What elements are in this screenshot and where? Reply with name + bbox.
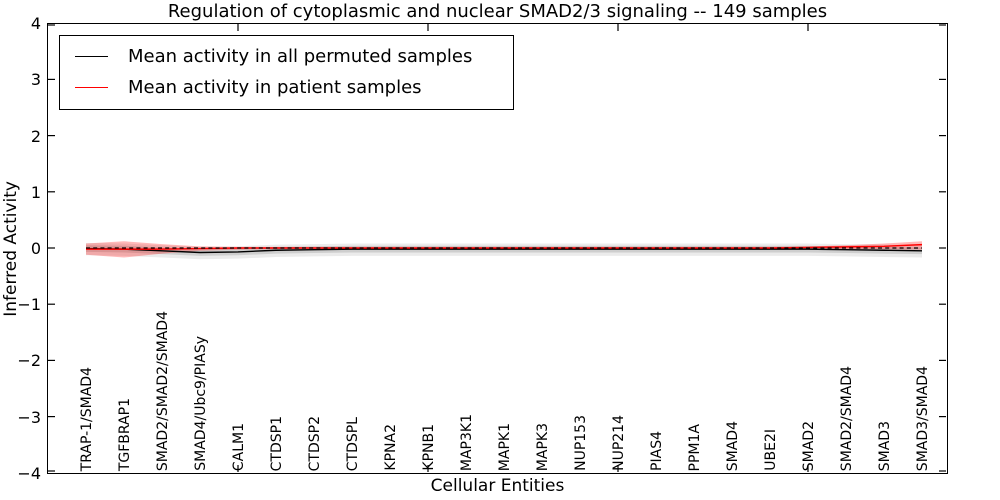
x-category-label: SMAD4/Ubc9/PIASy — [193, 336, 209, 471]
legend-line-permuted-icon — [75, 56, 108, 57]
y-tick-label: 0 — [30, 239, 41, 258]
x-category-label: MAPK1 — [497, 422, 513, 471]
band-patient-std — [86, 241, 922, 258]
x-category-label: SMAD2/SMAD4 — [839, 365, 855, 471]
band-permuted-std-outer — [86, 242, 922, 260]
legend-label-patient: Mean activity in patient samples — [128, 77, 422, 98]
x-axis-label: Cellular Entities — [430, 476, 565, 496]
series-line-0 — [85, 247, 923, 254]
x-category-label: PPM1A — [687, 423, 703, 471]
x-category-label: SMAD2/SMAD2/SMAD4 — [155, 310, 171, 471]
x-category-label: TGFBRAP1 — [117, 397, 133, 471]
legend-entry-permuted: Mean activity in all permuted samples — [60, 41, 513, 72]
x-category-label: TRAP-1/SMAD4 — [79, 366, 95, 471]
x-category-label: NUP214 — [611, 415, 627, 471]
x-category-label: KPNA2 — [383, 424, 399, 471]
x-category-label: UBE2I — [763, 429, 779, 471]
x-category-label: CTDSP2 — [307, 415, 323, 471]
legend-entry-patient: Mean activity in patient samples — [60, 72, 513, 103]
x-category-label: CALM1 — [231, 422, 247, 471]
x-category-label: KPNB1 — [421, 424, 437, 471]
x-category-label: SMAD3/SMAD4 — [915, 365, 931, 471]
y-tick-label: −4 — [17, 463, 41, 483]
y-tick-label: 1 — [30, 182, 41, 202]
chart-title: Regulation of cytoplasmic and nuclear SM… — [167, 1, 828, 22]
x-category-label: SMAD3 — [877, 420, 893, 471]
x-category-label: CTDSP1 — [269, 415, 285, 471]
y-tick-label: 3 — [30, 70, 41, 90]
plot-canvas — [48, 24, 946, 472]
x-category-label: MAPK3 — [535, 422, 551, 471]
y-tick-label: −1 — [17, 295, 41, 315]
x-category-label: PIAS4 — [649, 431, 665, 471]
legend: Mean activity in all permuted samples Me… — [59, 35, 514, 110]
legend-line-patient-icon — [75, 87, 108, 88]
x-category-label: CTDSPL — [345, 416, 361, 471]
x-category-label: SMAD2 — [801, 420, 817, 471]
plot-area: TRAP-1/SMAD4 TGFBRAP1 SMAD2/SMAD2/SMAD4 SMA… — [47, 23, 948, 474]
x-category-label: NUP153 — [573, 415, 589, 471]
y-tick-label: −3 — [17, 407, 41, 427]
x-category-label: SMAD4 — [725, 420, 741, 471]
x-category-label: MAP3K1 — [459, 413, 475, 471]
y-tick-label: 4 — [30, 14, 41, 34]
legend-label-permuted: Mean activity in all permuted samples — [128, 46, 473, 67]
y-tick-label: −2 — [17, 351, 41, 371]
y-tick-label: 2 — [30, 126, 41, 146]
